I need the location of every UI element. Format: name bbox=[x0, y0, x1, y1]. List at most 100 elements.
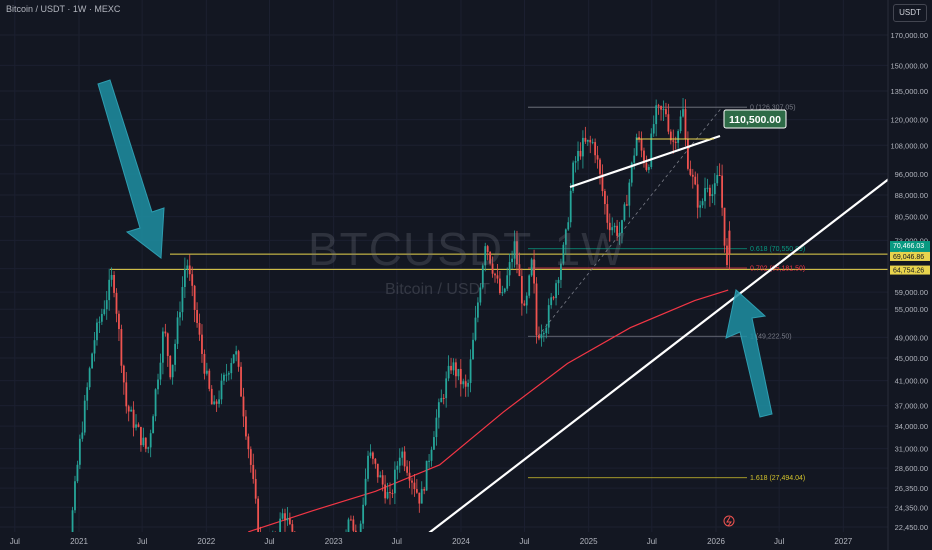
candle-body[interactable] bbox=[396, 465, 399, 470]
current-candle-body[interactable] bbox=[728, 230, 731, 254]
candle-body[interactable] bbox=[674, 141, 677, 143]
candle-body[interactable] bbox=[445, 378, 448, 399]
candle-body[interactable] bbox=[516, 241, 518, 265]
candle-body[interactable] bbox=[513, 241, 516, 259]
candle-body[interactable] bbox=[687, 138, 689, 169]
candle-body[interactable] bbox=[474, 317, 477, 340]
candle-body[interactable] bbox=[464, 381, 467, 387]
candle-body[interactable] bbox=[567, 222, 570, 230]
drawings[interactable]: 110,500.00 bbox=[97, 79, 891, 537]
candle-body[interactable] bbox=[506, 275, 509, 289]
candle-body[interactable] bbox=[288, 517, 291, 525]
candle-body[interactable] bbox=[547, 305, 550, 328]
candle-body[interactable] bbox=[74, 481, 76, 511]
candle-body[interactable] bbox=[252, 464, 255, 479]
candle-body[interactable] bbox=[603, 191, 606, 205]
candle-body[interactable] bbox=[667, 114, 670, 132]
candle-body[interactable] bbox=[198, 322, 201, 335]
candle-body[interactable] bbox=[186, 265, 189, 270]
candle-body[interactable] bbox=[386, 492, 389, 499]
candle-body[interactable] bbox=[452, 362, 455, 371]
candle-body[interactable] bbox=[726, 245, 728, 266]
down-arrow-icon[interactable] bbox=[97, 79, 165, 259]
candle-body[interactable] bbox=[379, 475, 382, 478]
candle-body[interactable] bbox=[484, 246, 487, 266]
candle-body[interactable] bbox=[679, 116, 682, 132]
candle-body[interactable] bbox=[406, 466, 408, 473]
candle-body[interactable] bbox=[235, 351, 238, 355]
moving-average-line[interactable] bbox=[248, 289, 729, 533]
candle-body[interactable] bbox=[701, 201, 704, 206]
candle-body[interactable] bbox=[176, 317, 179, 344]
candle-body[interactable] bbox=[577, 150, 579, 162]
candle-body[interactable] bbox=[647, 167, 650, 170]
candle-body[interactable] bbox=[601, 173, 604, 192]
candle-body[interactable] bbox=[525, 295, 528, 306]
candle-body[interactable] bbox=[188, 265, 191, 275]
candle-body[interactable] bbox=[140, 426, 142, 446]
candle-body[interactable] bbox=[213, 401, 216, 405]
lightning-icon[interactable] bbox=[723, 515, 735, 527]
candle-body[interactable] bbox=[533, 259, 535, 284]
candle-body[interactable] bbox=[528, 275, 531, 296]
candle-body[interactable] bbox=[110, 275, 113, 280]
candle-body[interactable] bbox=[591, 142, 594, 144]
candle-body[interactable] bbox=[721, 175, 724, 208]
candle-body[interactable] bbox=[437, 402, 440, 418]
candle-body[interactable] bbox=[254, 478, 257, 499]
candle-body[interactable] bbox=[655, 105, 658, 125]
candle-body[interactable] bbox=[205, 370, 208, 374]
candle-body[interactable] bbox=[574, 161, 577, 163]
candle-body[interactable] bbox=[635, 137, 638, 156]
candle-body[interactable] bbox=[523, 303, 526, 306]
candles[interactable] bbox=[71, 97, 731, 532]
candle-body[interactable] bbox=[154, 389, 157, 417]
candle-body[interactable] bbox=[384, 484, 387, 499]
candle-body[interactable] bbox=[450, 365, 452, 371]
candle-body[interactable] bbox=[596, 155, 599, 160]
candle-body[interactable] bbox=[86, 387, 89, 401]
candle-body[interactable] bbox=[183, 269, 186, 287]
candle-body[interactable] bbox=[623, 204, 626, 221]
candle-body[interactable] bbox=[477, 302, 479, 318]
candle-body[interactable] bbox=[682, 109, 684, 117]
candle-body[interactable] bbox=[369, 452, 372, 456]
candle-body[interactable] bbox=[174, 343, 177, 365]
candle-body[interactable] bbox=[240, 366, 242, 397]
candle-body[interactable] bbox=[713, 183, 716, 195]
candle-body[interactable] bbox=[706, 187, 709, 189]
candle-body[interactable] bbox=[669, 131, 672, 141]
candle-body[interactable] bbox=[132, 409, 135, 428]
candle-body[interactable] bbox=[586, 139, 589, 142]
candle-body[interactable] bbox=[398, 457, 401, 466]
candle-body[interactable] bbox=[716, 175, 719, 184]
candle-body[interactable] bbox=[98, 321, 101, 323]
candle-body[interactable] bbox=[672, 140, 675, 142]
candle-body[interactable] bbox=[433, 437, 435, 450]
candle-body[interactable] bbox=[442, 397, 445, 399]
candle-body[interactable] bbox=[489, 251, 492, 264]
candle-body[interactable] bbox=[508, 262, 511, 276]
candle-body[interactable] bbox=[122, 365, 125, 383]
candle-body[interactable] bbox=[435, 417, 438, 438]
candle-body[interactable] bbox=[503, 288, 506, 293]
candle-body[interactable] bbox=[281, 513, 284, 519]
candle-body[interactable] bbox=[496, 275, 499, 279]
price-axis[interactable]: 170,000.00 150,000.00 135,000.00 120,000.00… bbox=[890, 31, 928, 532]
candle-body[interactable] bbox=[127, 406, 130, 412]
candle-body[interactable] bbox=[137, 424, 140, 427]
candle-body[interactable] bbox=[660, 106, 662, 110]
candle-body[interactable] bbox=[520, 276, 523, 304]
candle-body[interactable] bbox=[584, 137, 587, 142]
candle-body[interactable] bbox=[696, 184, 699, 208]
candle-body[interactable] bbox=[257, 498, 260, 532]
candle-body[interactable] bbox=[135, 424, 137, 428]
candle-body[interactable] bbox=[423, 489, 426, 491]
candle-body[interactable] bbox=[677, 131, 680, 143]
candle-body[interactable] bbox=[227, 373, 230, 375]
candle-body[interactable] bbox=[71, 510, 74, 532]
candle-body[interactable] bbox=[621, 220, 623, 234]
candle-body[interactable] bbox=[708, 187, 711, 197]
candle-body[interactable] bbox=[608, 222, 611, 231]
candle-body[interactable] bbox=[113, 275, 115, 293]
